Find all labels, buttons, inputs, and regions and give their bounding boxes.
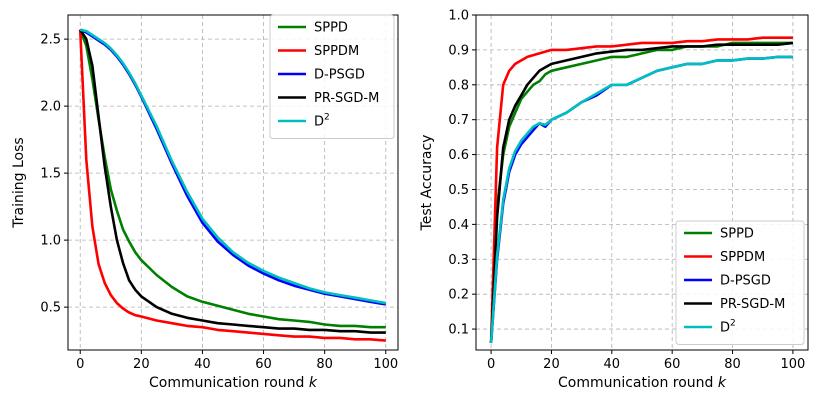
series-line-sppd — [78, 29, 386, 329]
y-tick-label: 0.6 — [448, 148, 469, 163]
y-tick-label: 0.1 — [448, 323, 469, 338]
x-axis-variable: k — [309, 375, 318, 391]
training-loss-chart: 0 20 40 60 80 100 0.5 1.0 1.5 2.0 2.5 Communication… — [11, 14, 399, 391]
y-tick-label: 0.4 — [448, 218, 469, 233]
x-tick-label: 100 — [373, 357, 398, 372]
plot-frame — [67, 14, 399, 351]
series-line-sppdm — [78, 29, 386, 342]
legend-label-sppd: SPPD — [720, 227, 754, 242]
legend-label-d2: D2 — [720, 319, 736, 336]
legend-label-d-psgd: D-PSGD — [314, 68, 365, 83]
y-tick-label: 1.0 — [448, 9, 469, 24]
series-line-sppdm — [489, 36, 793, 344]
y-tick-label: 1.5 — [40, 167, 61, 182]
y-tick-label: 0.9 — [448, 43, 469, 58]
x-tick-label: 20 — [543, 357, 560, 372]
x-tick-label: 40 — [604, 357, 621, 372]
x-axis-variable: k — [718, 375, 727, 391]
x-tick-label: 60 — [664, 357, 681, 372]
y-axis-label: Test Accuracy — [419, 135, 435, 232]
x-axis-label: Communication round k — [558, 375, 727, 391]
y-tick-label: 0.7 — [448, 113, 469, 128]
legend-label-d-psgd: D-PSGD — [720, 274, 771, 289]
y-tick-label: 0.5 — [448, 183, 469, 198]
x-tick-label: 60 — [255, 357, 272, 372]
legend-box — [269, 14, 395, 139]
x-axis-label: Communication round k — [149, 375, 318, 391]
plot-frame — [475, 14, 809, 351]
y-tick-label: 2.5 — [40, 33, 61, 48]
x-tick-label: 80 — [316, 357, 333, 372]
x-tick-label: 0 — [76, 357, 84, 372]
test-accuracy-chart: 0 20 40 60 80 100 0.1 0.2 0.3 0.4 0.5 0.6 0.7 0.8 0.9 1… — [419, 9, 809, 391]
y-axis-label: Training Loss — [11, 137, 27, 228]
series-line-pr-sgd-m — [79, 28, 386, 334]
legend-label-pr-sgd-m: PR-SGD-M — [720, 297, 785, 312]
y-tick-label: 1.0 — [40, 234, 61, 249]
y-tick-label: 0.3 — [448, 253, 469, 268]
x-tick-label: 0 — [487, 357, 495, 372]
x-tick-label: 100 — [780, 357, 805, 372]
legend: SPPD SPPDM D-PSGD PR-SGD-M D2 — [269, 14, 395, 139]
legend-label-sppdm: SPPDM — [720, 250, 765, 265]
legend-box — [675, 220, 805, 345]
x-tick-label: 40 — [194, 357, 211, 372]
legend-label-sppdm: SPPDM — [314, 44, 359, 59]
legend-superscript: 2 — [324, 113, 330, 123]
legend-superscript: 2 — [730, 319, 736, 329]
y-tick-label: 0.5 — [40, 301, 61, 316]
legend-label-pr-sgd-m: PR-SGD-M — [314, 91, 379, 106]
y-tick-label: 2.0 — [40, 100, 61, 115]
series-line-d2 — [79, 28, 387, 305]
series-line-d2 — [489, 55, 793, 344]
legend-label-sppd: SPPD — [314, 21, 348, 36]
x-tick-label: 20 — [133, 357, 150, 372]
legend-label-d2: D2 — [314, 113, 330, 130]
y-tick-label: 0.2 — [448, 288, 469, 303]
legend: SPPD SPPDM D-PSGD PR-SGD-M D2 — [675, 220, 805, 345]
x-tick-label: 80 — [724, 357, 741, 372]
series-line-pr-sgd-m — [489, 41, 794, 344]
y-tick-label: 0.8 — [448, 78, 469, 93]
